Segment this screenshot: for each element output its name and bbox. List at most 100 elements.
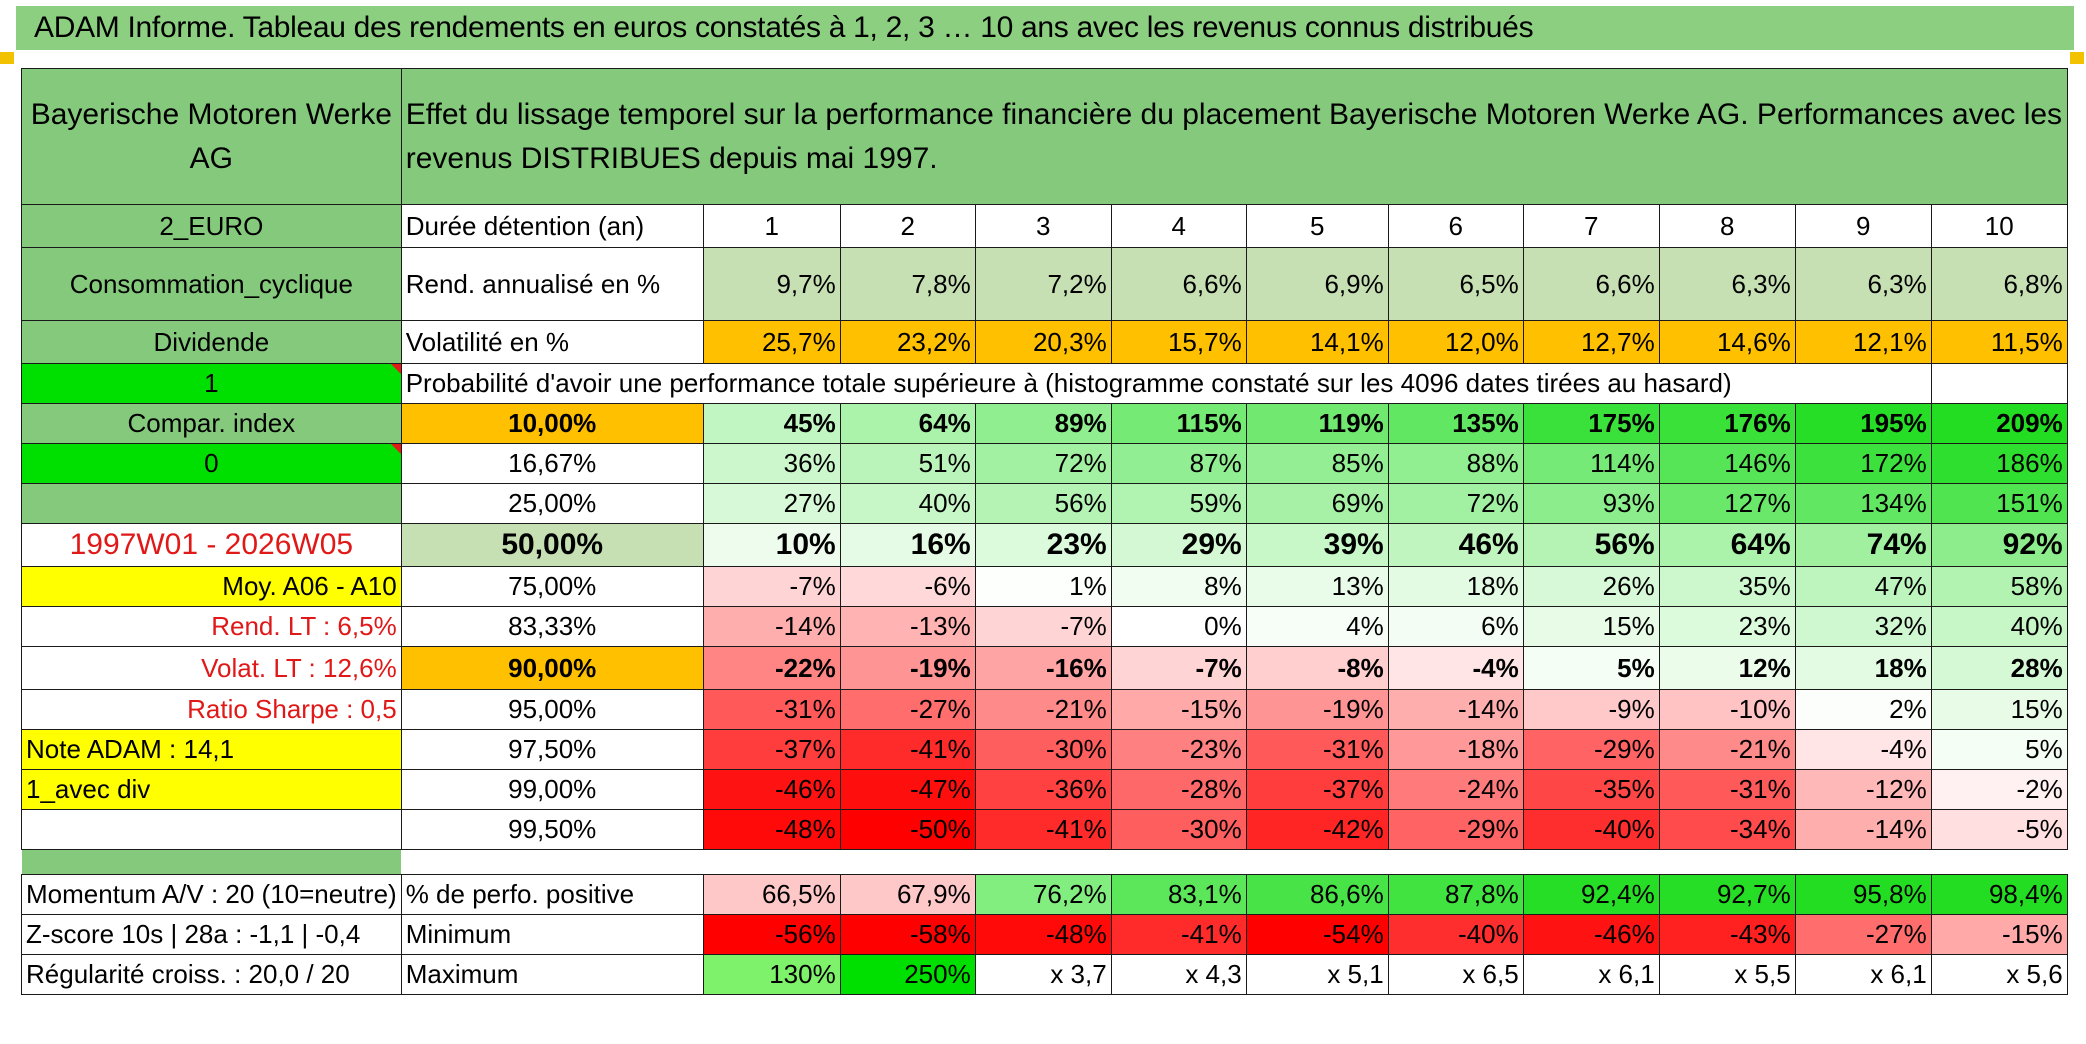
year-header: 8	[1658, 204, 1796, 248]
quantile-value: 39%	[1245, 523, 1389, 567]
quantile-value: 93%	[1522, 483, 1660, 524]
quantile-value: 28%	[1930, 646, 2068, 690]
quantile-value: -31%	[702, 689, 841, 730]
quantile-value: -19%	[839, 646, 976, 690]
quantile-value: 27%	[702, 483, 841, 524]
year-header: 4	[1110, 204, 1247, 248]
quantile-value: -34%	[1658, 809, 1796, 850]
volatility-cell: 23,2%	[839, 320, 976, 364]
quantile-label: 75,00%	[400, 566, 704, 607]
quantile-value: 56%	[974, 483, 1112, 524]
quantile-value: 1%	[974, 566, 1112, 607]
quantile-value: -16%	[974, 646, 1112, 690]
minimum-cell: -46%	[1522, 914, 1660, 955]
empty-cell	[21, 809, 402, 850]
empty-cell	[21, 483, 402, 524]
quantile-value: 26%	[1522, 566, 1660, 607]
volatility-cell: 12,0%	[1387, 320, 1524, 364]
quantile-value: -24%	[1387, 769, 1524, 810]
quantile-value: 45%	[702, 403, 841, 444]
quantile-value: 72%	[974, 443, 1112, 484]
quantile-label: 25,00%	[400, 483, 704, 524]
quantile-value: 12%	[1658, 646, 1796, 690]
quantile-value: -29%	[1522, 729, 1660, 770]
volatility-cell: 25,7%	[702, 320, 841, 364]
quantile-value: -35%	[1522, 769, 1660, 810]
quantile-value: -15%	[1110, 689, 1247, 730]
spacer-cell	[840, 850, 975, 875]
positive-performance-cell: 92,4%	[1522, 874, 1660, 915]
spacer-cell	[401, 850, 703, 875]
maximum-label: Maximum	[400, 954, 704, 995]
quantile-value: 56%	[1522, 523, 1660, 567]
quantile-label: 16,67%	[400, 443, 704, 484]
year-header: 5	[1245, 204, 1389, 248]
currency-label: 2_EURO	[21, 204, 402, 248]
quantile-value: 209%	[1930, 403, 2068, 444]
annualized-return-cell: 6,9%	[1245, 247, 1389, 321]
spacer-cell	[975, 850, 1111, 875]
maximum-cell: x 6,1	[1522, 954, 1660, 995]
volatility-label: Volatilité en %	[400, 320, 704, 364]
volatility-cell: 12,7%	[1522, 320, 1660, 364]
minimum-cell: -58%	[839, 914, 976, 955]
quantile-value: -30%	[974, 729, 1112, 770]
maximum-cell: x 5,1	[1245, 954, 1389, 995]
minimum-cell: -27%	[1794, 914, 1932, 955]
quantile-label: 90,00%	[400, 646, 704, 690]
quantile-label: 50,00%	[400, 523, 704, 567]
minimum-cell: -43%	[1658, 914, 1796, 955]
quantile-value: -41%	[974, 809, 1112, 850]
flag-cell: 0	[21, 443, 402, 484]
quantile-label: 99,00%	[400, 769, 704, 810]
quantile-value: 134%	[1794, 483, 1932, 524]
spacer-cell	[1523, 850, 1659, 875]
sharpe-ratio: Ratio Sharpe : 0,5	[21, 689, 402, 730]
positive-performance-cell: 66,5%	[702, 874, 841, 915]
quantile-value: 8%	[1110, 566, 1247, 607]
quantile-value: 135%	[1387, 403, 1524, 444]
quantile-value: -23%	[1110, 729, 1247, 770]
spacer-cell	[1659, 850, 1795, 875]
quantile-value: -7%	[974, 606, 1112, 647]
company-name: Bayerische Motoren Werke AG	[21, 68, 402, 205]
quantile-value: -8%	[1245, 646, 1389, 690]
quantile-value: 186%	[1930, 443, 2068, 484]
holding-duration-label: Durée détention (an)	[400, 204, 704, 248]
positive-performance-label: % de perfo. positive	[400, 874, 704, 915]
spacer-cell	[1388, 850, 1523, 875]
minimum-cell: -56%	[702, 914, 841, 955]
year-header: 10	[1930, 204, 2068, 248]
sheet-edge-marker	[0, 52, 14, 64]
quantile-value: 87%	[1110, 443, 1247, 484]
sheet-edge-marker	[2070, 52, 2084, 64]
quantile-value: 36%	[702, 443, 841, 484]
positive-performance-cell: 76,2%	[974, 874, 1112, 915]
positive-performance-cell: 95,8%	[1794, 874, 1932, 915]
quantile-value: -12%	[1794, 769, 1932, 810]
quantile-value: -14%	[1794, 809, 1932, 850]
annualized-return-cell: 6,6%	[1110, 247, 1247, 321]
quantile-value: -4%	[1387, 646, 1524, 690]
year-header: 7	[1522, 204, 1660, 248]
spacer-cell	[1246, 850, 1388, 875]
quantile-value: -7%	[1110, 646, 1247, 690]
sector-label: Consommation_cyclique	[21, 247, 402, 321]
quantile-value: -50%	[839, 809, 976, 850]
quantile-value: 69%	[1245, 483, 1389, 524]
quantile-value: 51%	[839, 443, 976, 484]
quantile-value: -7%	[702, 566, 841, 607]
quantile-value: 46%	[1387, 523, 1524, 567]
quantile-value: -29%	[1387, 809, 1524, 850]
quantile-value: -37%	[702, 729, 841, 770]
quantile-value: -27%	[839, 689, 976, 730]
average-label: Moy. A06 - A10	[21, 566, 402, 607]
quantile-value: 35%	[1658, 566, 1796, 607]
quantile-value: -31%	[1245, 729, 1389, 770]
report-description: Effet du lissage temporel sur la perform…	[400, 68, 2068, 205]
period-label: 1997W01 - 2026W05	[21, 523, 402, 567]
minimum-cell: -48%	[974, 914, 1112, 955]
flag-cell: 1	[21, 363, 402, 404]
annualized-return-cell: 6,6%	[1522, 247, 1660, 321]
quantile-value: 172%	[1794, 443, 1932, 484]
